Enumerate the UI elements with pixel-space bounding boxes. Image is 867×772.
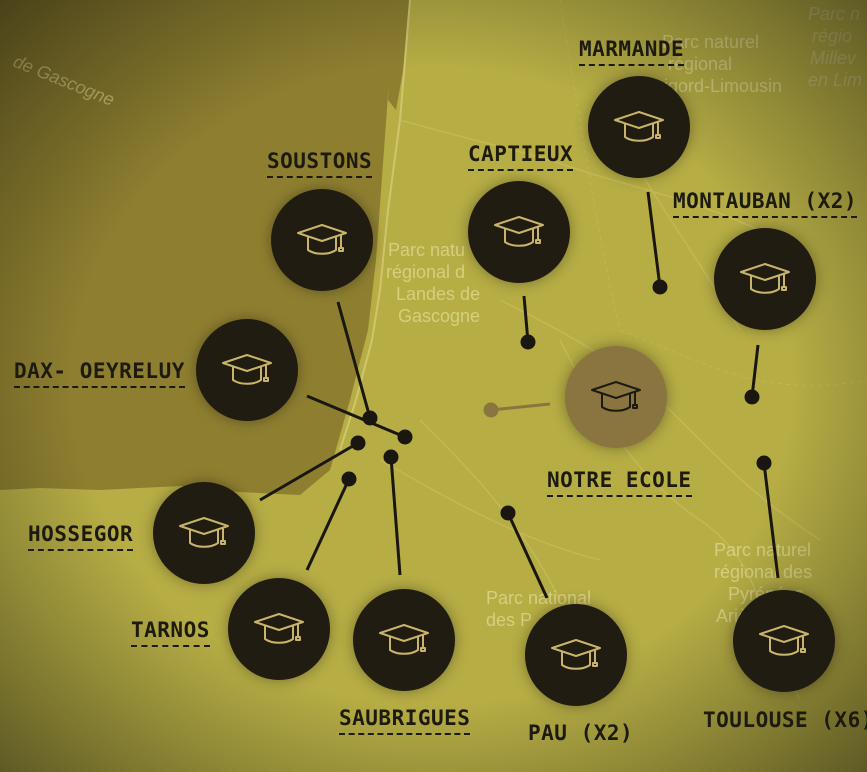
city-label-tarnos[interactable]: TARNOS: [131, 617, 210, 647]
connector-montauban: [750, 344, 760, 398]
city-label-hossegor[interactable]: HOSSEGOR: [28, 521, 134, 551]
marker-dax[interactable]: [196, 319, 298, 421]
marker-notre-ecole[interactable]: [565, 346, 667, 448]
city-label-notre-ecole[interactable]: NOTRE ECOLE: [547, 467, 692, 497]
graduation-cap-icon: [179, 517, 229, 548]
marker-tarnos[interactable]: [228, 578, 330, 680]
connector-marmande: [646, 191, 662, 288]
connector-notre-ecole: [483, 402, 551, 418]
city-label-pau[interactable]: PAU (X2): [528, 721, 634, 745]
graduation-cap-icon: [740, 263, 790, 294]
graduation-cap-icon: [759, 625, 809, 656]
city-label-toulouse[interactable]: TOULOUSE (X6): [703, 708, 867, 732]
marker-toulouse[interactable]: [733, 590, 835, 692]
marker-saubrigues[interactable]: [353, 589, 455, 691]
graduation-cap-icon: [591, 381, 641, 412]
connector-soustons: [336, 301, 372, 419]
marker-captieux[interactable]: [468, 181, 570, 283]
connector-pau: [506, 512, 549, 599]
connector-saubrigues: [389, 456, 402, 576]
connector-lines: [259, 191, 780, 599]
marker-hossegor[interactable]: [153, 482, 255, 584]
city-label-marmande[interactable]: MARMANDE: [579, 36, 685, 66]
connector-toulouse: [762, 462, 780, 579]
marker-marmande[interactable]: [588, 76, 690, 178]
city-label-soustons[interactable]: SOUSTONS: [267, 148, 373, 178]
graduation-cap-icon: [614, 111, 664, 142]
connector-hossegor: [259, 441, 359, 502]
marker-pau[interactable]: [525, 604, 627, 706]
graduation-cap-icon: [379, 624, 429, 655]
graduation-cap-icon: [297, 224, 347, 255]
city-label-dax[interactable]: DAX- OEYRELUY: [14, 358, 185, 388]
graduation-cap-icon: [551, 639, 601, 670]
city-label-saubrigues[interactable]: SAUBRIGUES: [339, 705, 471, 735]
city-label-montauban[interactable]: MONTAUBAN (X2): [673, 188, 858, 218]
connector-tarnos: [305, 478, 351, 571]
marker-montauban[interactable]: [714, 228, 816, 330]
marker-soustons[interactable]: [271, 189, 373, 291]
city-label-captieux[interactable]: CAPTIEUX: [468, 141, 574, 171]
graduation-cap-icon: [222, 354, 272, 385]
connector-captieux: [522, 295, 530, 343]
connector-dax: [306, 394, 406, 439]
graduation-cap-icon: [254, 613, 304, 644]
graduation-cap-icon: [494, 216, 544, 247]
